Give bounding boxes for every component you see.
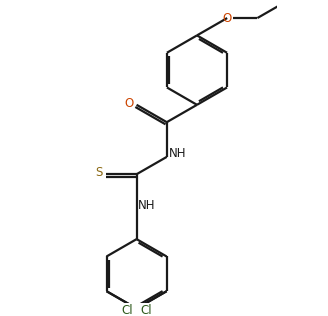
Text: NH: NH — [169, 147, 187, 160]
Text: S: S — [95, 166, 102, 179]
Text: Cl: Cl — [141, 304, 152, 316]
Text: NH: NH — [138, 199, 156, 212]
Text: Cl: Cl — [121, 304, 133, 316]
Text: O: O — [222, 12, 232, 25]
Text: O: O — [124, 97, 133, 110]
